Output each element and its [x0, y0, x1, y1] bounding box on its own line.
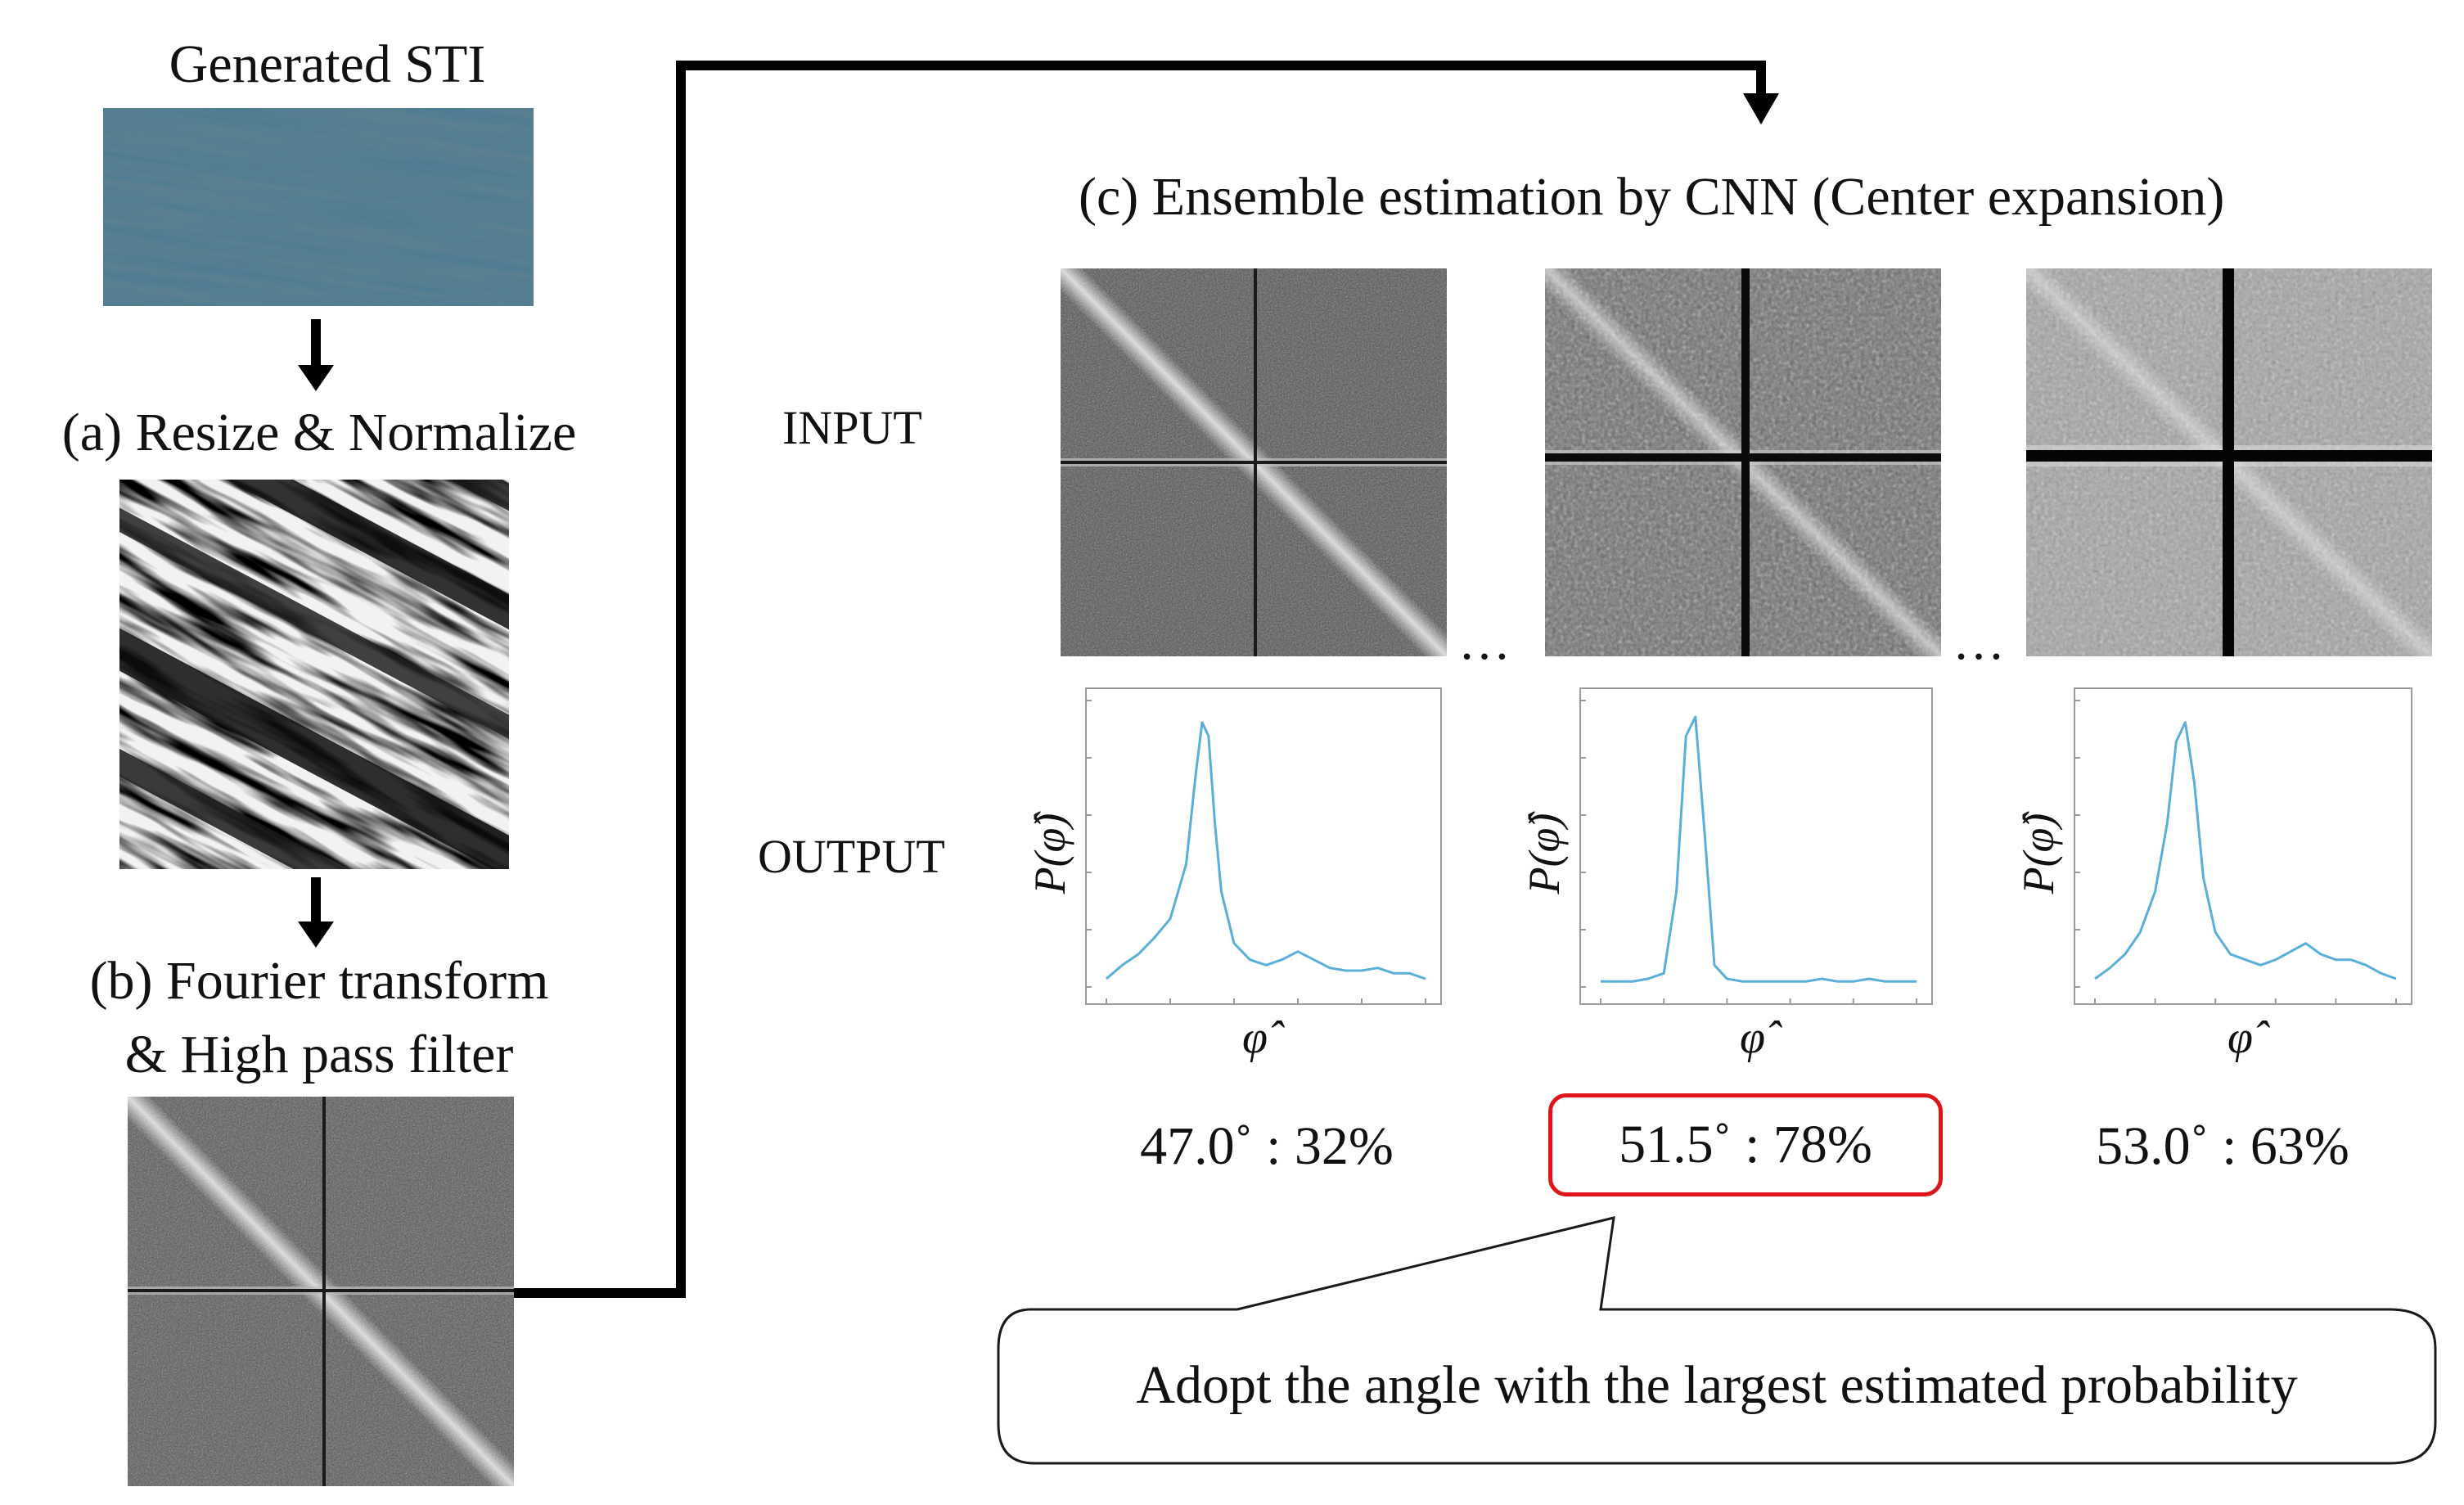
generated-sti-image — [103, 108, 534, 306]
output-plot-2 — [1579, 687, 1933, 1005]
plot-2-xlabel: φ̂ — [1740, 1012, 1765, 1063]
generated-sti-title: Generated STI — [169, 34, 486, 94]
output-plot-1 — [1085, 687, 1442, 1005]
probability-curve-1 — [1106, 721, 1426, 980]
step-c-title: (c) Ensemble estimation by CNN (Center e… — [1079, 167, 2225, 227]
ellipsis-2: … — [1953, 612, 2008, 670]
plot-1-ylabel: P(φ̂) — [1013, 795, 1087, 910]
plot-1-xlabel: φ̂ — [1242, 1012, 1268, 1063]
step-b-title-line2: & High pass filter — [124, 1025, 514, 1084]
plot-3-xlabel: φ̂ — [2228, 1012, 2253, 1063]
input-fft-2 — [1545, 268, 1941, 656]
result-1: 47.0˚ : 32% — [1140, 1116, 1394, 1176]
input-row-label: INPUT — [782, 401, 922, 454]
ellipsis-1: … — [1458, 612, 1514, 670]
plot-2-ylabel: P(φ̂) — [1507, 795, 1581, 910]
fft-image-b — [128, 1097, 514, 1486]
step-a-title: (a) Resize & Normalize — [61, 403, 577, 462]
callout-text: Adopt the angle with the largest estimat… — [1136, 1355, 2298, 1415]
result-3: 53.0˚ : 63% — [2096, 1116, 2349, 1176]
plot-3-ylabel: P(φ̂) — [2002, 795, 2075, 910]
probability-curve-2 — [1601, 715, 1917, 983]
input-fft-1 — [1061, 268, 1447, 656]
input-fft-3 — [2026, 268, 2432, 656]
plot-1-ylabel-text: P(φ̂) — [1025, 813, 1074, 894]
result-2: 51.5˚ : 78% — [1619, 1115, 1872, 1174]
normalized-image — [119, 480, 509, 869]
plot-3-ylabel-text: P(φ̂) — [2014, 813, 2063, 894]
output-row-label: OUTPUT — [758, 830, 945, 883]
step-b-title-line1: (b) Fourier transform — [89, 951, 549, 1011]
probability-curve-3 — [2094, 721, 2397, 980]
plot-2-ylabel-text: P(φ̂) — [1520, 813, 1569, 894]
result-2-highlight-box — [1548, 1093, 1943, 1196]
output-plot-3 — [2074, 687, 2412, 1005]
